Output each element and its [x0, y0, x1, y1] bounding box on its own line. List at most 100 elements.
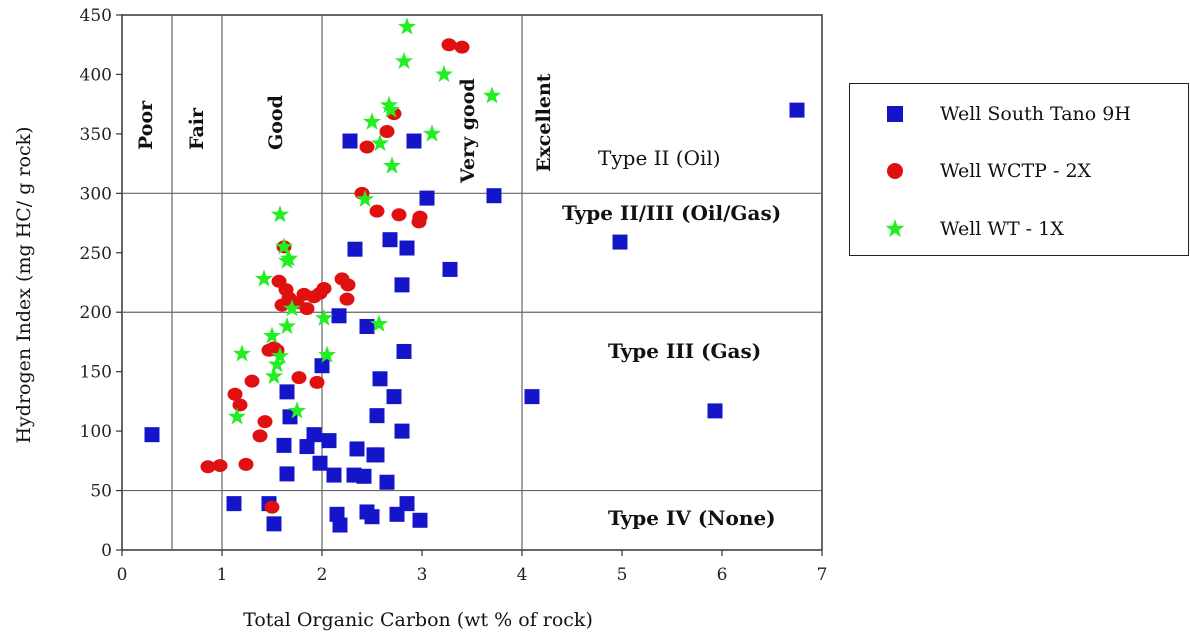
data-point-square — [321, 433, 337, 449]
data-point-star — [270, 205, 290, 223]
data-point-square — [524, 389, 540, 405]
data-point-square — [332, 517, 348, 533]
data-point-star — [232, 344, 252, 362]
x-tick-label: 2 — [317, 565, 328, 585]
data-point-square — [419, 190, 435, 206]
data-point-star — [482, 86, 502, 104]
data-point-star — [277, 316, 297, 335]
y-tick-label: 350 — [80, 125, 112, 145]
data-point-square — [406, 133, 422, 149]
data-point-circle — [299, 302, 315, 316]
data-point-square — [226, 496, 242, 512]
region-label-fair: Fair — [186, 107, 208, 150]
data-point-circle — [454, 40, 470, 54]
data-point-square — [299, 439, 315, 455]
data-point-circle — [264, 500, 280, 514]
x-axis-ticks: 0 1 2 3 4 5 6 7 — [117, 550, 828, 585]
data-point-star — [270, 346, 290, 364]
y-tick-label: 450 — [80, 6, 112, 26]
data-point-square — [342, 133, 358, 149]
data-points — [144, 17, 805, 533]
data-point-square — [372, 371, 388, 387]
data-point-star — [397, 17, 417, 35]
data-point-square — [349, 441, 365, 457]
data-point-circle — [359, 140, 375, 154]
data-point-square — [326, 467, 342, 483]
region-label-good: Good — [265, 95, 287, 150]
x-tick-label: 7 — [817, 565, 828, 585]
data-point-square — [707, 403, 723, 419]
region-label-excellent: Excellent — [533, 73, 555, 172]
region-label-very-good: Very good — [457, 78, 479, 184]
data-point-square — [346, 467, 362, 483]
data-point-square — [347, 241, 363, 257]
data-point-star — [434, 64, 454, 83]
data-point-square — [442, 261, 458, 277]
legend-label: Well South Tano 9H — [940, 103, 1131, 125]
data-point-star — [355, 189, 375, 207]
data-point-square — [386, 389, 402, 405]
data-point-star — [279, 249, 299, 267]
legend-item-wt: Well WT - 1X — [850, 214, 1064, 244]
type-label-ii: Type II (Oil) — [598, 146, 721, 170]
y-tick-label: 200 — [80, 303, 112, 323]
data-point-star — [317, 345, 337, 363]
legend-label: Well WT - 1X — [940, 218, 1064, 240]
x-tick-label: 3 — [417, 565, 428, 585]
data-point-circle — [340, 278, 356, 292]
data-point-circle — [339, 292, 355, 306]
data-point-star — [274, 237, 294, 255]
data-point-square — [396, 343, 412, 359]
data-point-circle — [391, 208, 407, 222]
x-tick-label: 5 — [617, 565, 628, 585]
data-point-square — [306, 427, 322, 443]
type-label-iii: Type III (Gas) — [608, 339, 761, 363]
data-point-square — [399, 240, 415, 256]
data-point-star — [227, 407, 247, 425]
data-point-circle — [441, 38, 457, 52]
data-point-star — [282, 299, 302, 317]
data-point-star — [264, 366, 284, 385]
data-point-circle — [252, 429, 268, 443]
data-point-star — [382, 156, 402, 174]
data-point-circle — [369, 204, 385, 218]
x-tick-label: 4 — [517, 565, 528, 585]
data-point-square — [399, 496, 415, 512]
region-label-poor: Poor — [135, 100, 157, 150]
data-point-circle — [200, 460, 216, 474]
data-point-star — [262, 326, 282, 344]
legend-item-south-tano: Well South Tano 9H — [850, 99, 1131, 129]
data-point-square — [331, 308, 347, 324]
data-point-star — [381, 100, 401, 118]
data-point-circle — [291, 371, 307, 385]
y-tick-label: 0 — [101, 541, 112, 561]
green-star-icon — [875, 217, 915, 241]
data-point-square — [612, 234, 628, 250]
data-point-circle — [212, 459, 228, 473]
plot-border — [121, 14, 823, 551]
data-point-square — [279, 466, 295, 482]
x-tick-label: 1 — [217, 565, 228, 585]
data-point-star — [370, 133, 390, 152]
series-square-points — [144, 102, 805, 533]
data-point-square — [486, 188, 502, 204]
data-point-circle — [232, 398, 248, 412]
y-tick-label: 100 — [80, 422, 112, 442]
y-tick-label: 50 — [90, 482, 112, 502]
y-tick-label: 300 — [80, 184, 112, 204]
data-point-star — [394, 51, 414, 70]
data-point-square — [359, 504, 375, 520]
data-point-circle — [244, 374, 260, 388]
data-point-square — [144, 427, 160, 443]
data-point-square — [369, 408, 385, 424]
data-point-square — [266, 516, 282, 532]
data-point-star — [254, 269, 274, 287]
x-tick-label: 6 — [717, 565, 728, 585]
y-tick-label: 250 — [80, 244, 112, 264]
series-star-points — [227, 17, 502, 425]
data-point-circle — [316, 281, 332, 295]
plot-frame — [121, 14, 823, 551]
data-point-square — [379, 474, 395, 490]
data-point-square — [279, 384, 295, 400]
